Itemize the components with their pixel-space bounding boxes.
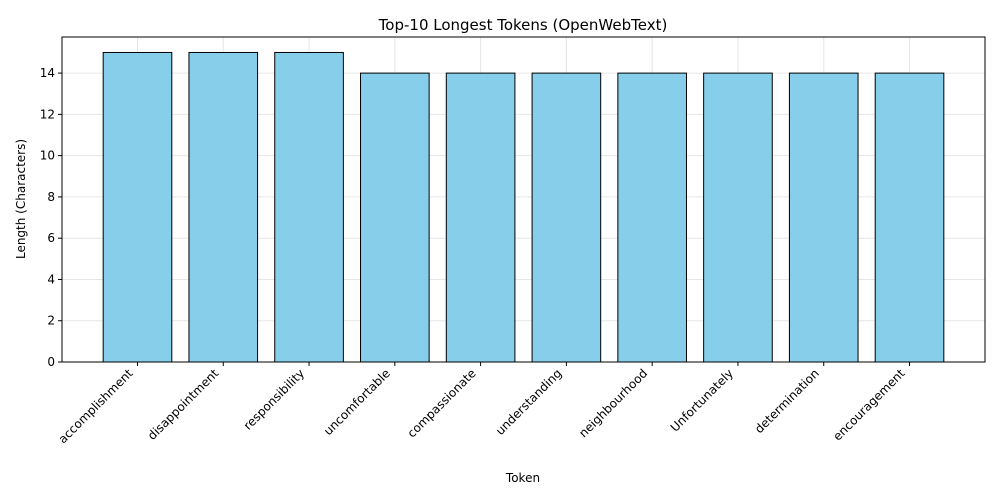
y-tick-label: 2	[47, 314, 55, 328]
x-axis-label: Token	[505, 471, 540, 485]
bar-compassionate	[445, 72, 516, 363]
y-tick-label: 6	[47, 231, 55, 245]
bar-accomplishment	[102, 51, 173, 363]
chart-title: Top-10 Longest Tokens (OpenWebText)	[378, 16, 668, 34]
bar-unfortunately	[703, 72, 773, 363]
bar-responsibility	[274, 51, 344, 363]
y-axis-label: Length (Characters)	[14, 139, 28, 259]
y-tick-label: 8	[47, 190, 55, 204]
bar-determination	[788, 72, 859, 363]
bar-neighbourhood	[617, 72, 687, 363]
y-tick-label: 0	[47, 355, 55, 369]
bars	[102, 51, 945, 363]
bar-understanding	[531, 72, 602, 363]
bar-uncomfortable	[360, 72, 430, 363]
y-axis-ticks: 0 2 4 6 8 10 12 14	[40, 66, 62, 369]
y-tick-label: 12	[40, 107, 55, 121]
plot-frame	[61, 36, 986, 363]
bar-disappointment	[188, 51, 259, 363]
y-tick-label: 4	[47, 272, 55, 286]
bar-encouragement	[874, 72, 945, 363]
y-tick-label: 14	[40, 66, 55, 80]
y-tick-label: 10	[40, 149, 55, 163]
